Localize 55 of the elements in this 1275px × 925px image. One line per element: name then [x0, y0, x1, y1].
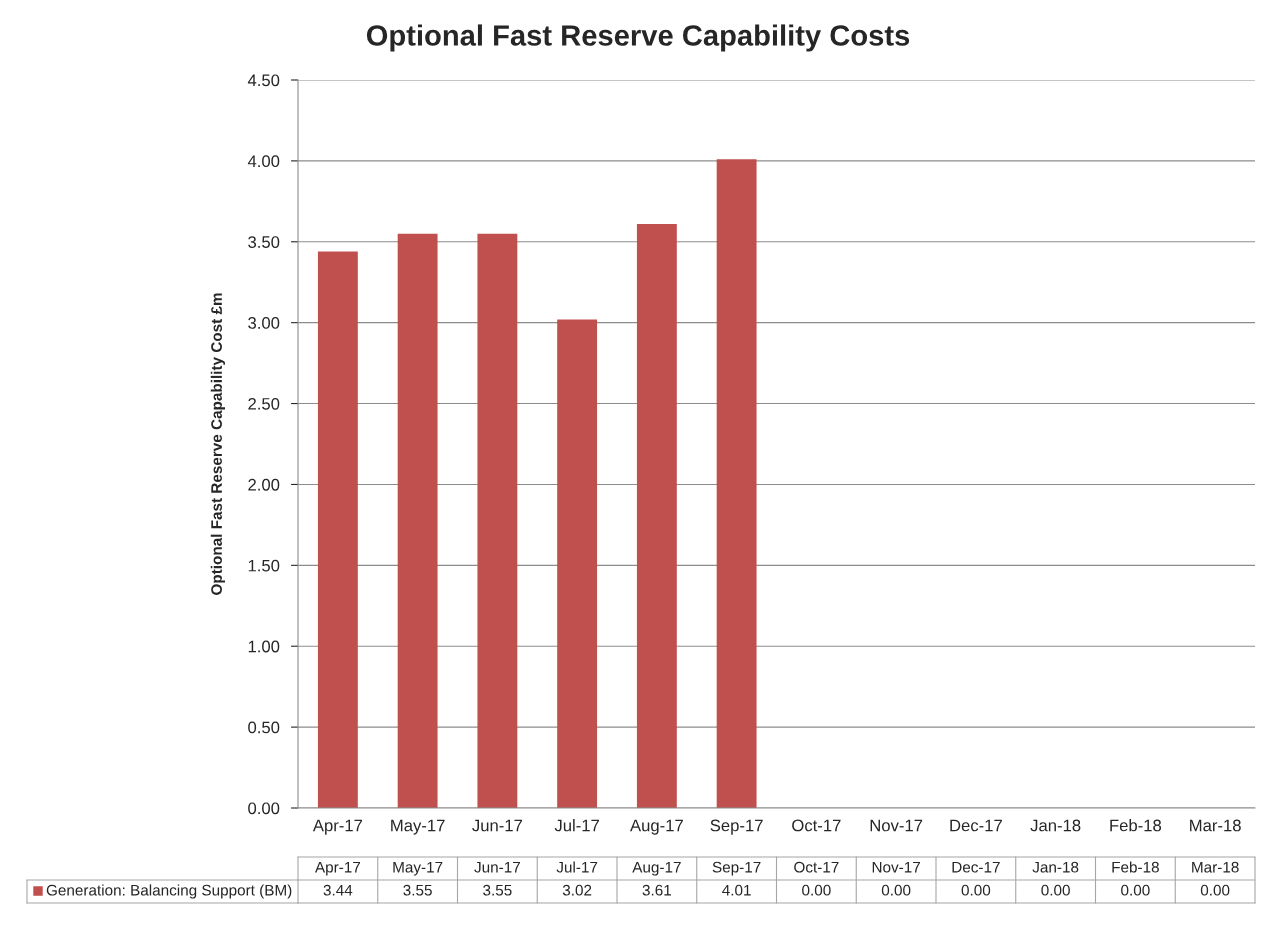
- x-tick-label: May-17: [391, 819, 445, 835]
- bar: [477, 233, 518, 808]
- data-label: 0.00: [802, 884, 831, 896]
- x-tick-label: Apr-17: [312, 819, 363, 835]
- category-label: Apr-17: [314, 861, 361, 876]
- x-tick-label: Aug-17: [630, 819, 683, 835]
- y-tick-label: 1.50: [248, 559, 280, 572]
- data-label: 4.01: [722, 884, 751, 896]
- y-tick-label: 0.00: [248, 802, 280, 815]
- data-label: 3.44: [323, 884, 353, 896]
- y-tick-label: 2.00: [248, 478, 280, 491]
- legend-label: Generation: Balancing Support (BM): [46, 884, 292, 899]
- category-label: Dec-17: [952, 861, 1000, 873]
- bar: [557, 319, 598, 808]
- category-label: Jan-18: [1032, 861, 1079, 873]
- category-label: Jun-17: [474, 861, 520, 873]
- data-label: 0.00: [1200, 884, 1230, 896]
- x-tick-label: Dec-17: [950, 819, 1002, 832]
- x-tick-label: Jan-18: [1030, 819, 1081, 832]
- x-tick-label: Feb-18: [1110, 819, 1162, 832]
- x-tick-label: Nov-17: [870, 819, 923, 832]
- y-tick-label: 4.00: [247, 155, 280, 168]
- category-label: Oct-17: [794, 861, 839, 873]
- category-label: Sep-17: [712, 861, 761, 876]
- y-tick-label: 0.50: [248, 721, 280, 734]
- category-label: Nov-17: [872, 861, 920, 873]
- bar: [397, 233, 438, 808]
- chart-title: Optional Fast Reserve Capability Costs: [366, 24, 910, 52]
- data-label: 3.02: [562, 884, 592, 896]
- y-tick-label: 3.00: [248, 317, 280, 329]
- data-label: 3.55: [483, 884, 512, 896]
- y-tick-label: 3.50: [248, 236, 280, 248]
- bar: [716, 159, 757, 808]
- y-tick-label: 2.50: [248, 397, 280, 410]
- x-tick-label: Jul-17: [554, 819, 599, 832]
- data-label: 0.00: [881, 884, 911, 896]
- data-label: 0.00: [961, 884, 991, 896]
- y-tick-label: 4.50: [247, 74, 280, 87]
- category-label: May-17: [393, 861, 443, 876]
- y-axis-title: Optional Fast Reserve Capability Cost £m: [210, 293, 225, 595]
- category-label: Feb-18: [1112, 861, 1159, 873]
- bar: [636, 223, 677, 808]
- data-label: 3.55: [403, 884, 432, 896]
- x-tick-label: Jun-17: [472, 819, 523, 832]
- category-label: Mar-18: [1192, 861, 1239, 873]
- data-label: 3.61: [642, 884, 671, 896]
- y-tick-label: 1.00: [248, 640, 280, 653]
- data-label: 0.00: [1041, 884, 1070, 896]
- category-label: Aug-17: [632, 861, 681, 876]
- category-label: Jul-17: [556, 861, 598, 873]
- bar: [317, 251, 358, 808]
- data-label: 0.00: [1121, 884, 1150, 896]
- x-tick-label: Oct-17: [792, 819, 841, 832]
- x-tick-label: Mar-18: [1190, 819, 1241, 832]
- x-tick-label: Sep-17: [710, 819, 763, 835]
